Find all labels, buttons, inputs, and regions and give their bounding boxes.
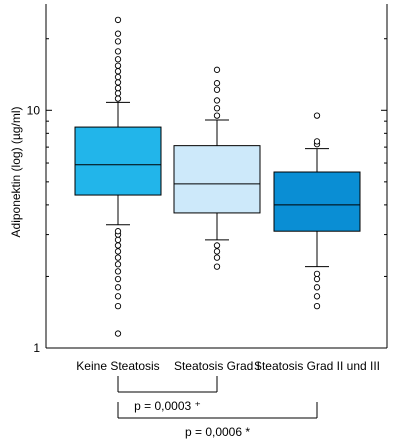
box-2 [173,66,261,270]
outlier-point [114,73,122,81]
outlier-point [213,97,221,104]
outlier-point [213,66,221,73]
p-value-label: p = 0,0003 ⁺ [134,399,201,413]
outlier-point [114,236,122,244]
outlier-point [114,268,122,275]
outlier-point [313,138,321,145]
outlier-point [114,30,122,37]
outlier-point [114,16,122,24]
outlier-point [114,261,122,268]
outlier-point [114,248,122,255]
outlier-point [213,112,221,119]
labels: Keine Steatosis Steatosis Grad ISteatosis… [76,359,380,373]
outlier-point [114,84,122,92]
outlier-point [114,48,122,55]
category-label: Keine Steatosis [76,359,159,373]
outlier-point [213,105,221,112]
outlier-point [213,254,221,261]
outlier-point [114,95,122,102]
outlier-point [114,38,122,45]
category-label: Steatosis Grad II und III [254,359,380,373]
outlier-point [114,90,122,97]
outlier-point [114,228,122,235]
y-tick-label: 1 [33,341,40,355]
outlier-point [313,293,321,300]
outlier-point [114,79,122,86]
box-iqr [273,171,361,232]
y-axis-title: Adiponektin (log) (µg/ml) [9,107,23,238]
outlier-point [114,293,122,300]
outlier-point [313,275,321,283]
box-1 [74,16,162,337]
box-iqr [173,145,261,214]
outlier-point [114,254,122,261]
outlier-point [313,284,321,291]
outlier-point [313,112,321,119]
outlier-point [213,248,221,255]
y-tick-label: 10 [27,103,41,117]
axes: 1 10 Adiponektin (log) (µg/ml) [9,4,388,355]
category-label: Steatosis Grad I [174,359,260,373]
outlier-point [313,270,321,278]
outlier-point [213,80,221,87]
comparison-bracket-1: p = 0,0003 ⁺ [117,376,218,413]
significance-brackets: p = 0,0003 ⁺ p = 0,0006 * [117,376,318,439]
outlier-point [114,284,122,291]
outlier-point [213,86,221,93]
outlier-point [114,302,122,310]
p-value-label: p = 0,0006 * [185,425,250,439]
comparison-bracket-2: p = 0,0006 * [117,402,318,439]
box-iqr [74,126,162,196]
outlier-point [213,263,221,270]
outlier-point [114,68,122,75]
outlier-point [114,56,122,63]
outlier-point [114,62,122,69]
outlier-point [213,242,221,249]
boxes [74,16,361,337]
outlier-point [114,275,122,283]
outlier-point [114,242,122,249]
box-3 [273,112,361,310]
outlier-point [114,330,122,337]
outlier-point [313,302,321,310]
